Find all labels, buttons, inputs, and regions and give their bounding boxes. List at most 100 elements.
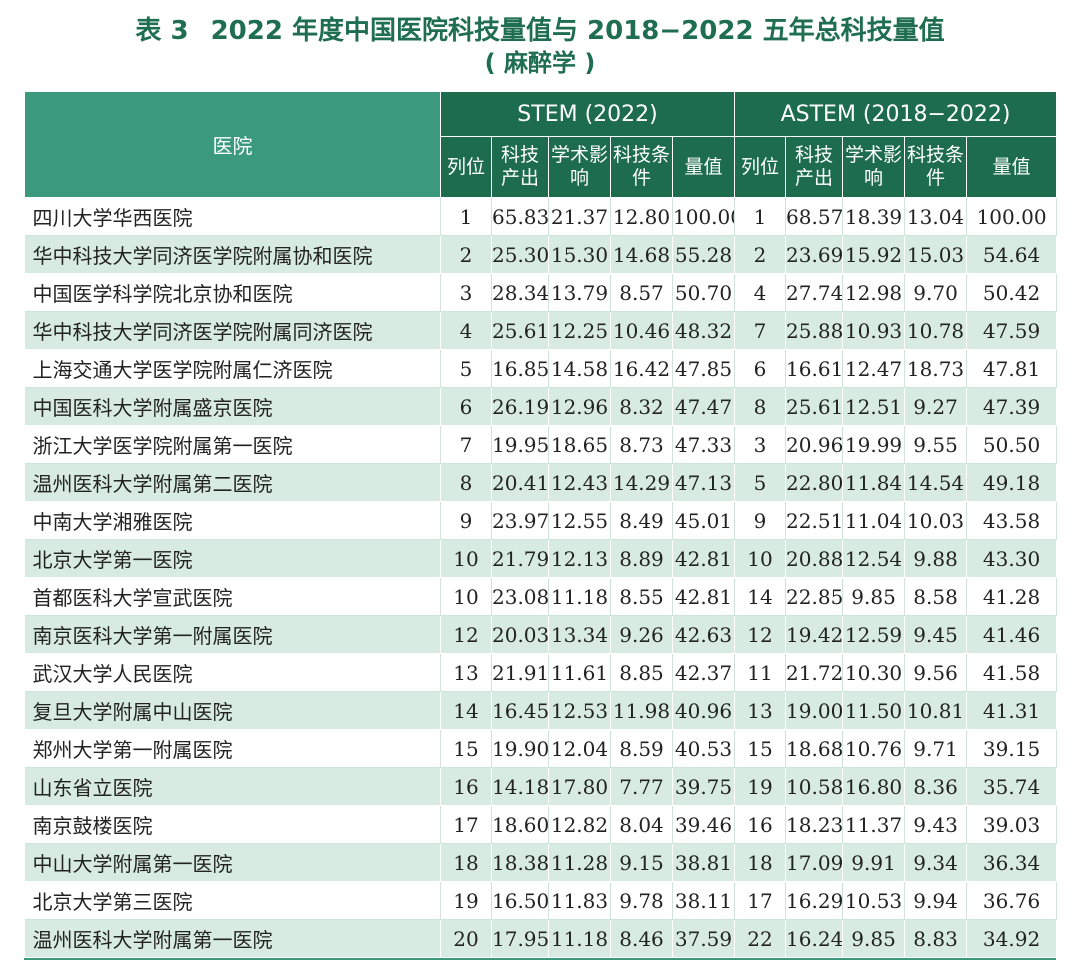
stem-influence-cell: 12.55 (548, 501, 611, 540)
stem-rank-cell: 16 (440, 767, 492, 806)
astem-influence-cell: 11.50 (842, 691, 906, 730)
stem-condition-cell: 14.29 (610, 463, 673, 502)
hospital-name: 中南大学湘雅医院 (24, 501, 441, 540)
astem-influence-cell: 11.04 (842, 501, 906, 540)
astem-output-cell: 22.51 (785, 501, 844, 540)
table-row: 温州医科大学附属第二医院 8 20.41 12.43 14.29 47.13 5 22.80 1… (24, 463, 1058, 502)
hospital-name: 中国医科大学附属盛京医院 (24, 387, 441, 426)
astem-rank-cell: 9 (734, 501, 787, 540)
stem-influence-cell: 18.65 (548, 425, 611, 464)
stem-condition-cell: 8.89 (610, 539, 673, 578)
astem-condition-cell: 9.71 (904, 729, 968, 768)
stem-output-cell: 17.95 (491, 919, 549, 958)
stem-condition-cell: 8.73 (610, 425, 673, 464)
astem-condition-cell: 15.03 (904, 235, 968, 274)
astem-value-cell: 36.34 (966, 843, 1058, 882)
stem-condition-cell: 8.85 (610, 653, 673, 692)
stem-influence-cell: 14.58 (548, 349, 611, 388)
stem-influence-cell: 12.82 (548, 805, 611, 844)
astem-output-cell: 25.88 (785, 311, 844, 350)
stem-rank-cell: 10 (440, 539, 492, 578)
stem-influence-cell: 21.37 (548, 197, 611, 236)
header-stem-output: 科技产出 (491, 136, 549, 198)
stem-rank-cell: 14 (440, 691, 492, 730)
stem-value-cell: 47.33 (672, 425, 736, 464)
hospital-name: 中山大学附属第一医院 (24, 843, 441, 882)
stem-rank-cell: 15 (440, 729, 492, 768)
astem-value-cell: 47.39 (966, 387, 1058, 426)
astem-value-cell: 47.81 (966, 349, 1058, 388)
stem-value-cell: 40.96 (672, 691, 736, 730)
stem-output-cell: 23.97 (491, 501, 549, 540)
stem-condition-cell: 8.32 (610, 387, 673, 426)
astem-value-cell: 41.28 (966, 577, 1058, 616)
stem-value-cell: 42.81 (672, 577, 736, 616)
stem-output-cell: 28.34 (491, 273, 549, 312)
astem-output-cell: 18.23 (785, 805, 844, 844)
astem-rank-cell: 4 (734, 273, 787, 312)
astem-output-cell: 16.24 (785, 919, 844, 958)
hospital-name: 华中科技大学同济医学院附属同济医院 (24, 311, 441, 350)
stem-rank-cell: 19 (440, 881, 492, 920)
stem-output-cell: 14.18 (491, 767, 549, 806)
header-astem-condition: 科技条件 (904, 136, 968, 198)
hospital-name: 上海交通大学医学院附属仁济医院 (24, 349, 441, 388)
astem-condition-cell: 13.04 (904, 197, 968, 236)
stem-rank-cell: 3 (440, 273, 492, 312)
astem-influence-cell: 10.93 (842, 311, 906, 350)
stem-output-cell: 20.41 (491, 463, 549, 502)
astem-rank-cell: 5 (734, 463, 787, 502)
astem-condition-cell: 8.58 (904, 577, 968, 616)
stem-rank-cell: 10 (440, 577, 492, 616)
table-row: 南京鼓楼医院 17 18.60 12.82 8.04 39.46 16 18.23 11.37 9… (24, 805, 1058, 844)
astem-value-cell: 39.15 (966, 729, 1058, 768)
stem-output-cell: 16.50 (491, 881, 549, 920)
stem-condition-cell: 8.46 (610, 919, 673, 958)
stem-condition-cell: 8.55 (610, 577, 673, 616)
astem-influence-cell: 12.59 (842, 615, 906, 654)
astem-value-cell: 41.58 (966, 653, 1058, 692)
astem-influence-cell: 11.37 (842, 805, 906, 844)
stem-rank-cell: 18 (440, 843, 492, 882)
hospital-name: 复旦大学附属中山医院 (24, 691, 441, 730)
astem-condition-cell: 9.55 (904, 425, 968, 464)
stem-influence-cell: 11.61 (548, 653, 611, 692)
astem-influence-cell: 16.80 (842, 767, 906, 806)
astem-value-cell: 41.46 (966, 615, 1058, 654)
astem-rank-cell: 12 (734, 615, 787, 654)
astem-output-cell: 68.57 (785, 197, 844, 236)
stem-value-cell: 50.70 (672, 273, 736, 312)
astem-value-cell: 35.74 (966, 767, 1058, 806)
table-row: 中山大学附属第一医院 18 18.38 11.28 9.15 38.81 18 17.09 9.… (24, 843, 1058, 882)
astem-rank-cell: 6 (734, 349, 787, 388)
stem-output-cell: 21.79 (491, 539, 549, 578)
hospital-name: 四川大学华西医院 (24, 197, 441, 236)
header-stem-rank: 列位 (440, 136, 492, 198)
table-caption: 表 3 2022 年度中国医院科技量值与 2018−2022 五年总科技量值 ( … (0, 0, 1080, 77)
astem-value-cell: 49.18 (966, 463, 1058, 502)
stem-influence-cell: 11.18 (548, 919, 611, 958)
astem-condition-cell: 9.45 (904, 615, 968, 654)
astem-condition-cell: 9.94 (904, 881, 968, 920)
astem-rank-cell: 2 (734, 235, 787, 274)
stem-value-cell: 40.53 (672, 729, 736, 768)
stem-output-cell: 21.91 (491, 653, 549, 692)
astem-influence-cell: 10.30 (842, 653, 906, 692)
stem-rank-cell: 9 (440, 501, 492, 540)
astem-rank-cell: 22 (734, 919, 787, 958)
astem-influence-cell: 15.92 (842, 235, 906, 274)
stem-rank-cell: 12 (440, 615, 492, 654)
stem-condition-cell: 8.04 (610, 805, 673, 844)
stem-value-cell: 42.81 (672, 539, 736, 578)
stem-rank-cell: 7 (440, 425, 492, 464)
astem-condition-cell: 8.36 (904, 767, 968, 806)
astem-influence-cell: 12.47 (842, 349, 906, 388)
header-astem-influence: 学术影响 (842, 136, 906, 198)
hospital-name: 南京鼓楼医院 (24, 805, 441, 844)
table-row: 中国医科大学附属盛京医院 6 26.19 12.96 8.32 47.47 8 25.61 12… (24, 387, 1058, 426)
stem-condition-cell: 14.68 (610, 235, 673, 274)
stem-condition-cell: 9.78 (610, 881, 673, 920)
stem-condition-cell: 7.77 (610, 767, 673, 806)
hospital-name: 华中科技大学同济医学院附属协和医院 (24, 235, 441, 274)
astem-output-cell: 23.69 (785, 235, 844, 274)
